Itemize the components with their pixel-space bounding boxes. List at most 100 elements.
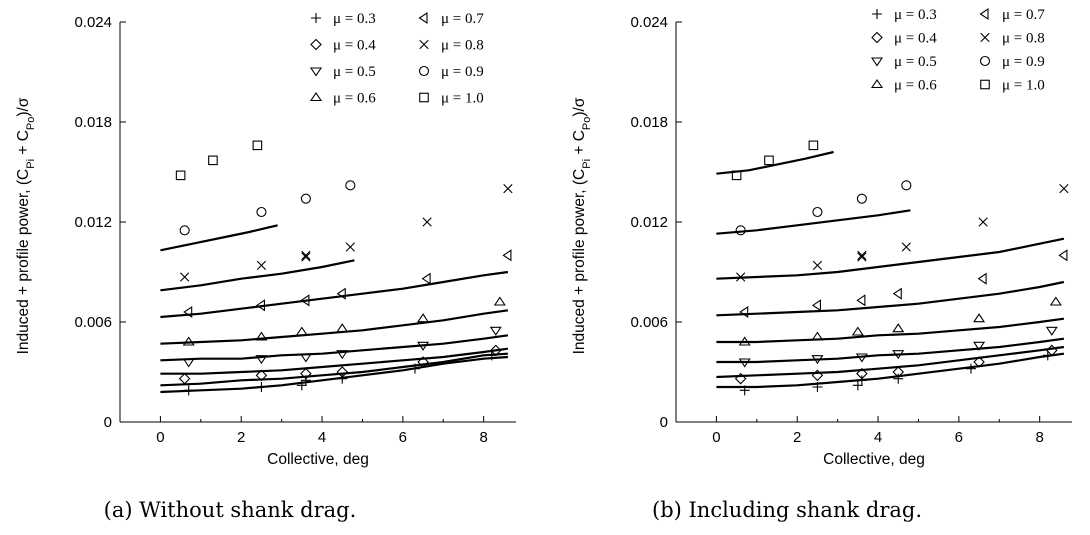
data-point-triangle-down — [1045, 326, 1058, 336]
y-tick-label: 0.018 — [630, 114, 668, 131]
figure-caption: (b) Including shank drag. — [652, 498, 922, 522]
legend-label: μ = 0.8 — [441, 38, 484, 54]
series-circle — [716, 180, 912, 236]
theory-curve — [716, 352, 1065, 389]
y-tick-label: 0 — [104, 414, 112, 431]
data-point-circle — [901, 180, 912, 191]
data-point-triangle-left — [856, 294, 866, 307]
data-point-plus — [852, 380, 863, 391]
data-point-cross — [256, 260, 267, 270]
data-point-cross — [1059, 184, 1069, 194]
data-point-triangle-down — [892, 350, 905, 360]
data-point-triangle-left — [977, 272, 987, 285]
data-point-circle — [856, 193, 867, 204]
legend-label: μ = 1.0 — [1002, 78, 1045, 94]
chart-panel-b: 0 0.006 0.012 0.018 0.024 0 2 4 6 8 Collective, de… — [571, 7, 1072, 522]
legend-marker-square — [419, 92, 429, 103]
data-point-triangle-left — [892, 287, 902, 300]
figure-caption: (a) Without shank drag. — [104, 498, 357, 522]
y-tick-label: 0.012 — [630, 214, 668, 231]
legend-label: μ = 0.7 — [1002, 7, 1045, 23]
series-circle — [160, 180, 356, 292]
data-point-triangle-up — [973, 313, 986, 323]
data-point-plus — [893, 373, 904, 384]
data-point-cross — [901, 242, 911, 252]
legend: μ = 0.3 μ = 0.4 μ = 0.5 μ = 0.6 μ = 0.7 μ = 0… — [870, 7, 1045, 94]
series-cross — [160, 184, 513, 319]
legend-marker-plus — [311, 13, 321, 23]
data-point-triangle-up — [417, 313, 430, 323]
data-point-triangle-down — [738, 358, 751, 368]
data-point-circle — [179, 225, 190, 236]
y-tick-label: 0.024 — [74, 14, 112, 31]
series-plus — [716, 350, 1065, 396]
x-tick-label: 8 — [480, 429, 488, 446]
data-point-cross — [978, 217, 988, 227]
data-point-triangle-up — [738, 336, 751, 346]
data-point-plus — [739, 385, 750, 396]
y-label-part: )/σ — [571, 97, 588, 116]
data-point-circle — [735, 225, 746, 236]
x-tick-label: 0 — [156, 429, 164, 446]
data-point-triangle-up — [811, 331, 824, 341]
theory-curve — [716, 317, 1065, 344]
data-point-triangle-up — [851, 326, 864, 336]
legend-marker-circle — [979, 55, 991, 67]
legend-label: μ = 0.5 — [894, 54, 937, 70]
y-tick-label: 0.006 — [630, 314, 668, 331]
x-axis-label: Collective, deg — [267, 451, 369, 468]
data-point-triangle-up — [182, 336, 195, 346]
legend-marker-triangle-up — [309, 92, 323, 102]
x-tick-label: 0 — [712, 429, 720, 446]
data-point-cross — [180, 272, 190, 282]
x-tick-label: 4 — [874, 429, 882, 446]
data-point-cross — [503, 184, 513, 194]
data-point-diamond — [734, 372, 747, 385]
data-point-square — [764, 155, 774, 166]
data-point-cross — [345, 242, 355, 252]
data-point-diamond — [417, 356, 429, 368]
data-point-plus — [856, 375, 867, 386]
data-point-triangle-down — [973, 341, 986, 351]
series-square — [716, 140, 834, 181]
data-point-cross — [422, 217, 432, 227]
data-point-plus — [812, 382, 823, 392]
data-point-diamond — [973, 356, 985, 368]
legend-marker-cross — [419, 39, 429, 50]
x-tick-label: 6 — [399, 429, 407, 446]
data-point-diamond — [255, 369, 268, 382]
series-triangle-down — [160, 326, 509, 375]
y-axis-label: Induced + profile power, (CPi + CPo)/σ — [15, 97, 37, 354]
data-point-triangle-left — [739, 305, 749, 319]
data-point-triangle-down — [336, 350, 349, 360]
y-label-part: Induced + profile power, (C — [15, 169, 32, 355]
series-diamond — [160, 344, 508, 387]
x-tick-label: 6 — [955, 429, 963, 446]
data-point-diamond — [300, 367, 312, 380]
theory-curve — [160, 224, 278, 252]
data-point-plus — [296, 380, 307, 391]
theory-curve — [716, 150, 834, 175]
y-label-subscript: Pi — [25, 159, 37, 169]
data-point-square — [808, 140, 819, 151]
y-tick-label: 0 — [660, 414, 668, 431]
data-point-square — [175, 170, 186, 181]
data-point-triangle-up — [1049, 296, 1062, 306]
y-label-subscript: Po — [25, 117, 37, 130]
data-point-circle — [300, 193, 311, 204]
data-point-cross — [301, 250, 311, 260]
series-triangle-down — [716, 326, 1065, 368]
data-point-triangle-up — [255, 331, 268, 341]
theory-curve — [716, 337, 1065, 364]
legend-label: μ = 0.6 — [894, 78, 937, 94]
data-point-triangle-up — [892, 323, 905, 333]
x-tick-label: 4 — [318, 429, 326, 446]
legend-label: μ = 0.4 — [894, 31, 937, 47]
theory-curve — [716, 209, 911, 235]
y-label-subscript: Po — [581, 117, 593, 130]
x-tick-label: 8 — [1036, 429, 1044, 446]
series-triangle-left — [716, 249, 1068, 319]
legend-label: μ = 1.0 — [441, 91, 484, 107]
data-point-plus — [337, 373, 348, 384]
